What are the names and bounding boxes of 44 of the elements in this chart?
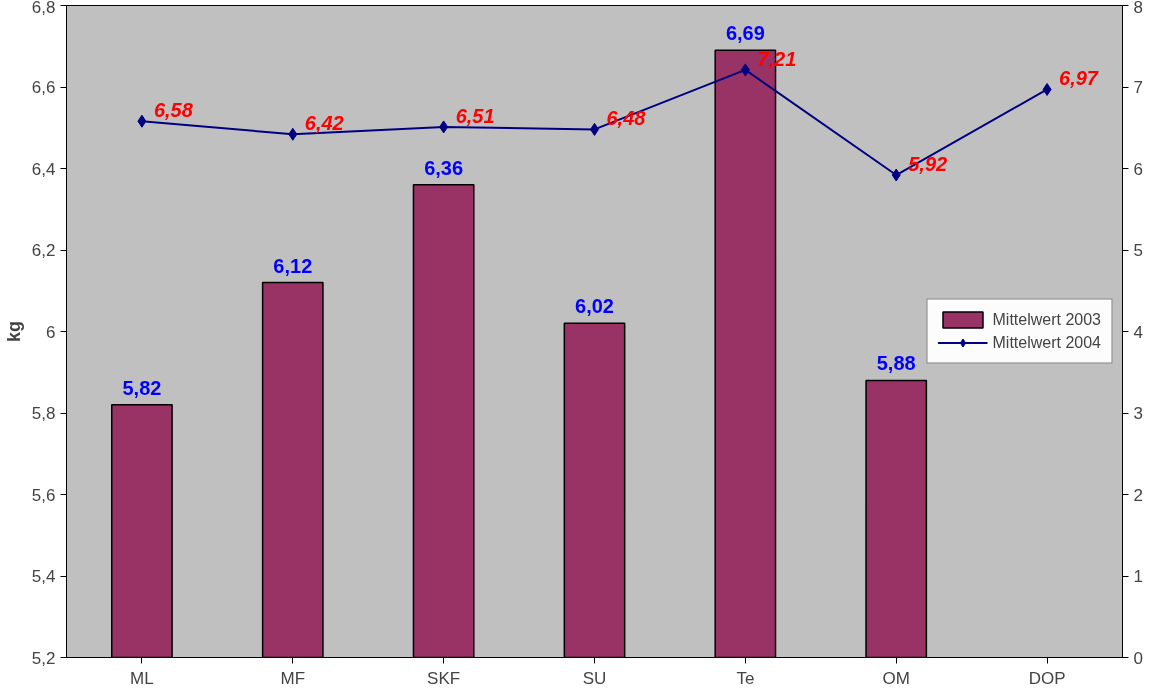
data-label: 6,69 — [725, 22, 765, 45]
y-tick-label: 6,8 — [31, 0, 56, 17]
point — [891, 168, 901, 182]
x-tick-label: Te — [736, 668, 755, 688]
data-label: 6,58 — [153, 99, 194, 122]
y2-tick-label: 2 — [1133, 485, 1143, 505]
data-label: 6,97 — [1059, 67, 1099, 90]
data-label: 6,36 — [424, 156, 464, 179]
legend-label: Mittelwert 2003 — [992, 310, 1101, 329]
y2-tick-label: 1 — [1133, 567, 1143, 586]
x-tick-label: OM — [882, 668, 910, 688]
point — [1042, 82, 1052, 96]
point — [740, 63, 750, 77]
data-label: 5,88 — [876, 352, 916, 375]
y2-tick-label: 3 — [1133, 404, 1143, 423]
y-tick-label: 6 — [46, 322, 56, 342]
y2-tick-label: 7 — [1133, 78, 1143, 97]
y2-tick-label: 4 — [1133, 322, 1143, 342]
x-tick-label: SU — [582, 668, 607, 688]
x-tick-label: DOP — [1028, 668, 1066, 688]
data-label: 6,42 — [304, 112, 344, 135]
y-tick-label: 6,2 — [31, 241, 56, 260]
x-tick-label: MF — [280, 668, 306, 688]
data-label: 6,12 — [273, 254, 313, 277]
x-tick-label: SKF — [427, 668, 461, 688]
point — [439, 120, 449, 134]
y2-tick-label: 8 — [1133, 0, 1143, 17]
y-tick-label: 6,6 — [31, 78, 56, 97]
legend-label: Mittelwert 2004 — [992, 333, 1101, 352]
data-label: 5,82 — [122, 376, 162, 399]
y2-tick-label: 0 — [1133, 648, 1143, 668]
y2-tick-label: 6 — [1133, 159, 1143, 179]
data-label: 6,02 — [575, 295, 614, 318]
y-tick-label: 6,4 — [31, 159, 56, 179]
y-axis-title: kg — [3, 320, 24, 342]
data-label: 6,51 — [455, 104, 495, 127]
point — [137, 114, 147, 128]
y2-tick-label: 5 — [1133, 241, 1143, 260]
y-tick-label: 5,4 — [31, 567, 56, 586]
x-tick-label: ML — [130, 668, 154, 688]
y-tick-label: 5,6 — [31, 485, 56, 505]
point — [288, 127, 298, 141]
y-tick-label: 5,8 — [31, 404, 56, 423]
y-tick-label: 5,2 — [31, 648, 56, 668]
